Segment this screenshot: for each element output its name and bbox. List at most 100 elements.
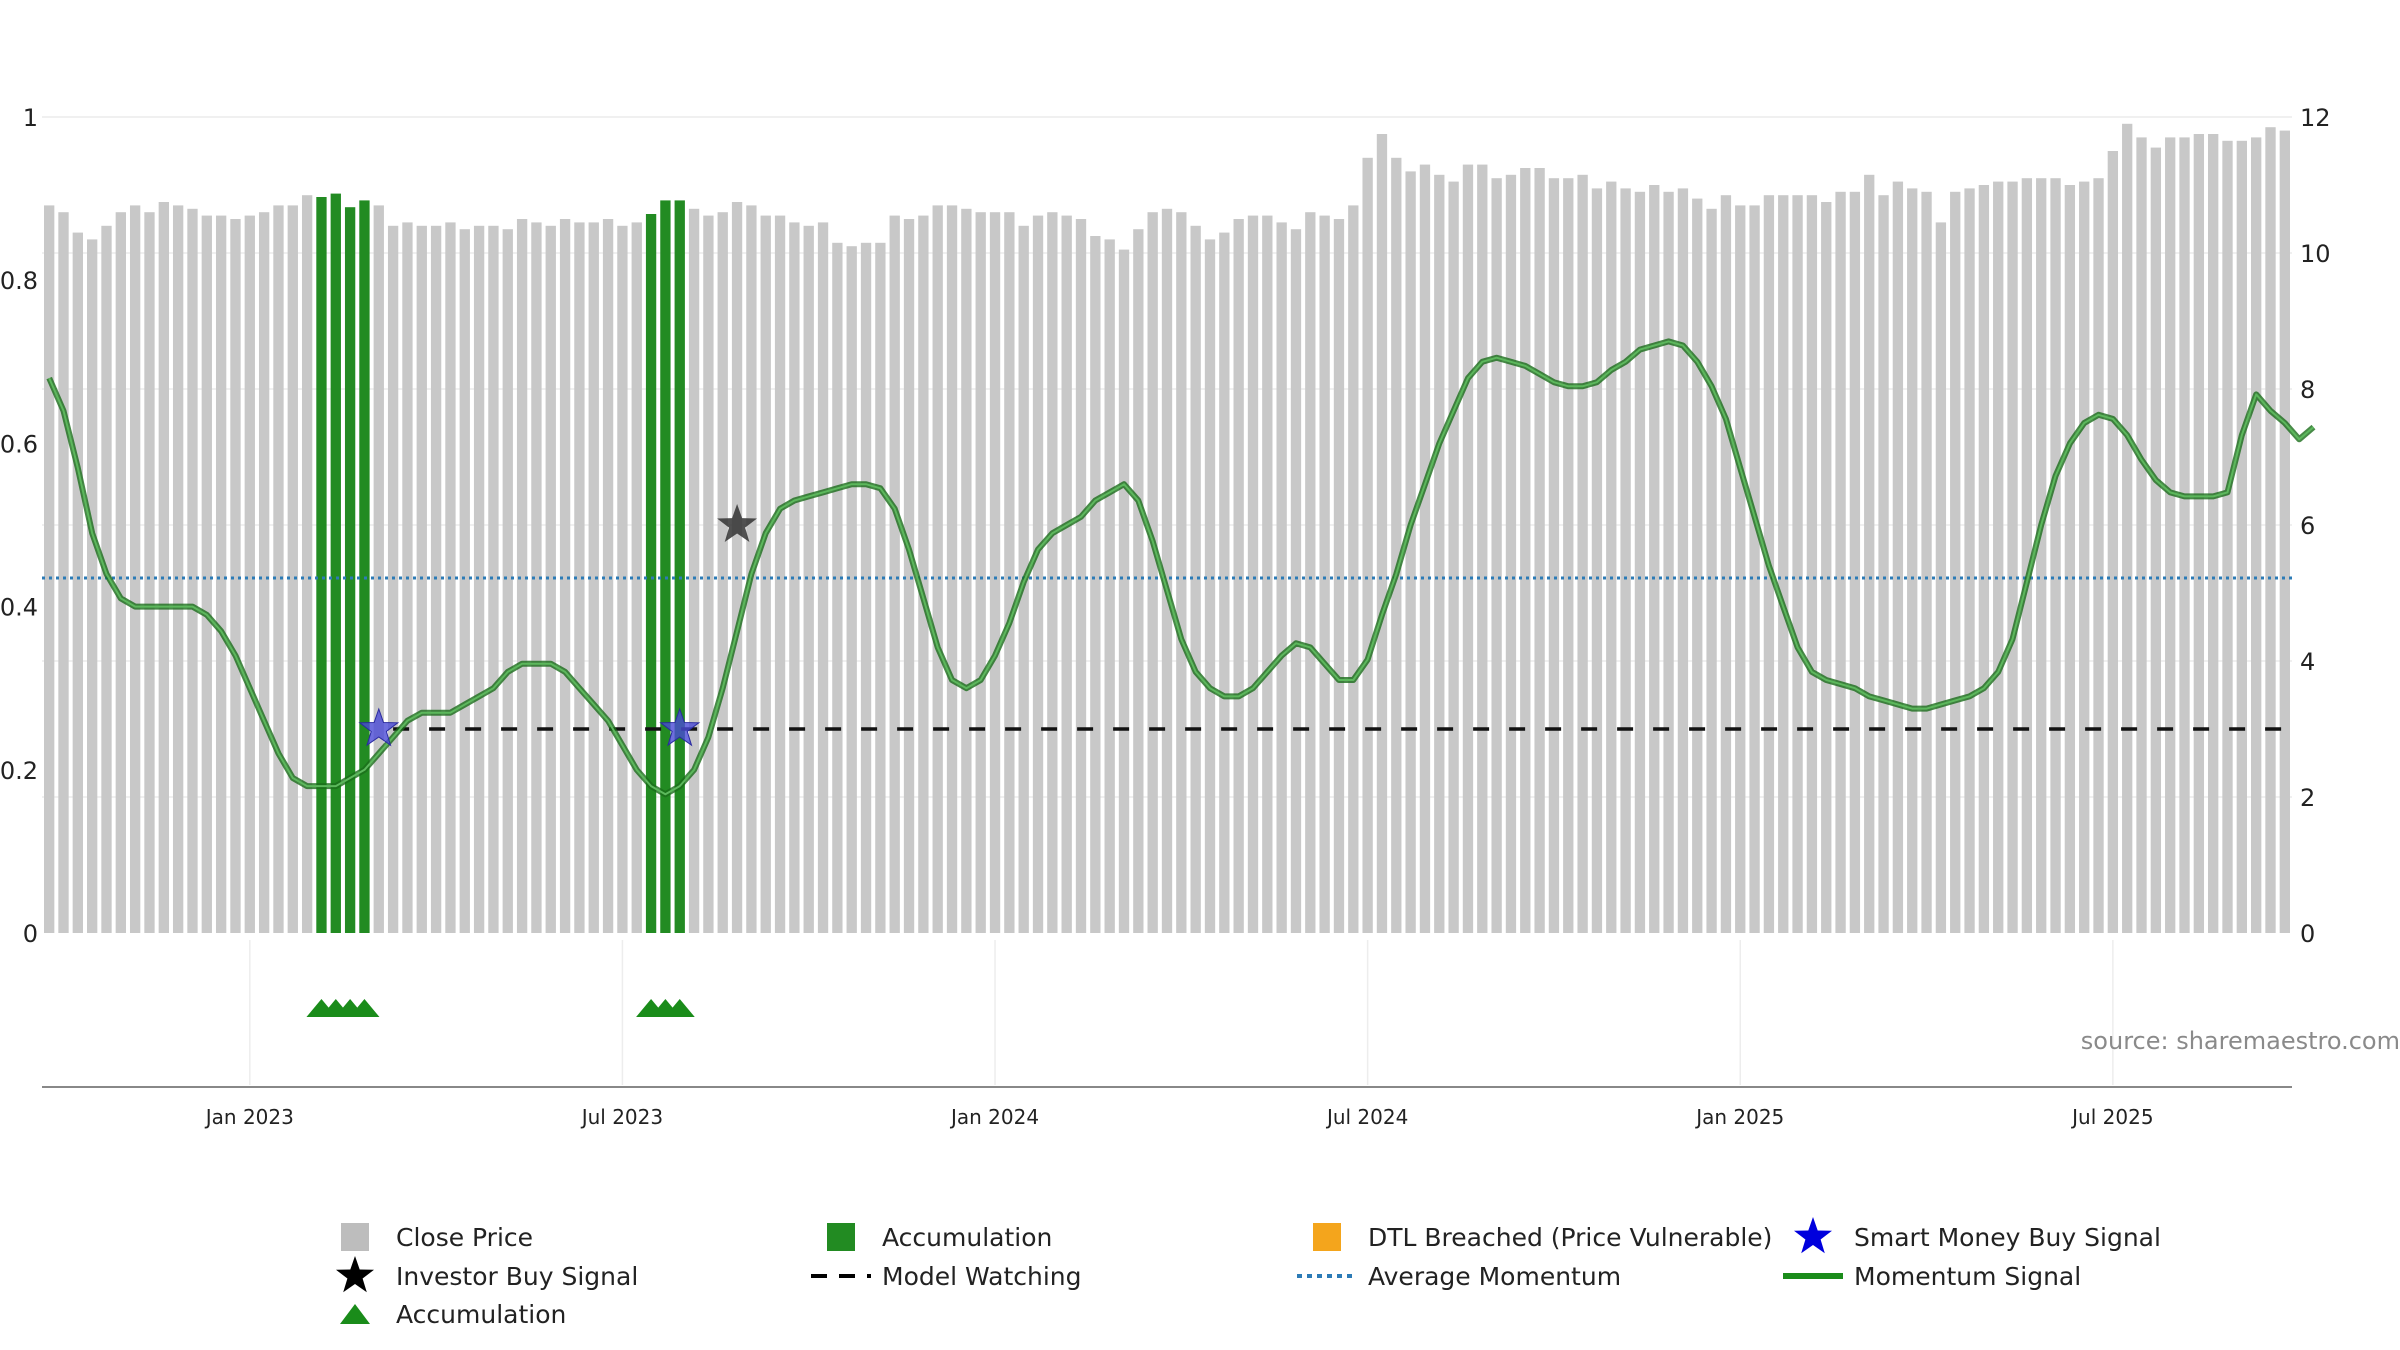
legend-label: Accumulation [882,1223,1052,1252]
investor-buy-star [717,504,757,542]
legend-label: Investor Buy Signal [396,1262,638,1291]
accumulation-bar [316,197,327,933]
close-price-bar [58,212,69,933]
close-price-bar [875,242,886,934]
close-price-bar [1133,229,1144,933]
close-price-bar [473,225,485,934]
close-price-bar [1505,174,1517,934]
close-price-bar [1950,191,1961,934]
x-axis-tick-label: Jan 2024 [949,1105,1039,1129]
close-price-bar [703,215,714,934]
right-axis-tick-label: 10 [2300,240,2331,268]
close-price-bar [2236,140,2247,934]
legend-label: Smart Money Buy Signal [1854,1223,2161,1252]
close-price-bar [44,205,55,933]
legend-swatch [827,1223,855,1251]
legend-item-avg: Average Momentum [1297,1262,1621,1291]
legend-item-watch: Model Watching [811,1262,1082,1291]
close-price-bar [946,205,958,933]
close-price-bar [1204,239,1216,933]
close-price-bar [1118,249,1130,934]
close-price-bar [2265,127,2276,933]
close-price-bar [2107,151,2119,933]
close-price-bar [230,219,241,933]
close-price-bar [1362,157,1373,934]
close-price-bar [1591,188,1603,933]
legend: Close Price Accumulation DTL Breached (Pri… [336,1217,2161,1329]
left-axis-tick-label: 0.2 [0,757,38,785]
close-price-bar [789,222,800,933]
close-price-bar [1964,188,1975,933]
close-price-bar [1907,188,1918,933]
close-price-bar [559,219,571,933]
close-price-bar [1477,164,1488,934]
accumulation-bar [359,200,370,933]
close-price-bar [201,215,212,934]
close-price-bar [774,215,786,934]
left-axis-tick-label: 0.8 [0,267,38,295]
close-price-bar [1491,178,1502,933]
close-price-bar [1806,195,1818,933]
close-price-bar [115,212,126,933]
close-price-bar [1792,195,1803,933]
close-price-bar [1190,225,1201,934]
close-price-bar [1333,219,1345,933]
close-price-bar [1735,205,1746,933]
close-price-bar [932,205,943,933]
legend-item-dtl: DTL Breached (Price Vulnerable) [1313,1223,1772,1252]
close-price-bar [2136,137,2147,933]
left-axis-tick-label: 0.4 [0,594,38,622]
close-price-bar [2050,178,2061,933]
close-price-bar [1563,178,1574,933]
close-price-bar [1892,181,1904,934]
close-price-bar [1849,191,1861,934]
smart-money-buy-star [358,707,400,747]
close-price-bar [1147,212,1158,933]
right-axis-tick-label: 8 [2300,376,2315,404]
legend-label: Model Watching [882,1262,1082,1291]
close-price-bar [1620,188,1631,933]
close-price-bar [72,232,83,934]
close-price-bar [889,215,900,934]
legend-label: Close Price [396,1223,533,1252]
accumulation-bar [330,193,341,934]
legend-item-accum_marker: Accumulation [340,1300,566,1329]
close-price-bar [129,205,141,933]
close-price-bar [631,222,642,933]
close-price-bar [2208,134,2219,933]
close-price-bar [2093,178,2104,933]
legend-item-investor: Investor Buy Signal [336,1256,638,1293]
close-price-bar [918,215,929,934]
accumulation-triangle [349,999,380,1017]
close-price-bar [803,225,814,934]
close-price-bar [731,202,743,933]
close-price-bar [258,212,270,933]
close-price-bar [574,222,585,933]
close-price-bar [1677,188,1689,933]
legend-label: DTL Breached (Price Vulnerable) [1368,1223,1772,1252]
close-price-bar [1075,219,1087,933]
close-price-bar [1004,212,1015,933]
close-price-bar [1878,195,1889,933]
legend-item-close: Close Price [341,1223,533,1252]
close-price-bar [860,242,872,934]
close-price-bar [1348,205,1359,933]
x-axis-tick-label: Jul 2025 [2070,1105,2153,1129]
close-price-bar [1778,195,1789,933]
close-price-bar [373,205,384,933]
close-price-bar [1835,191,1846,934]
close-price-bar [215,215,227,934]
close-price-bar [1606,181,1617,934]
close-price-bar [1434,174,1445,934]
close-price-bar [2279,130,2290,934]
legend-label: Momentum Signal [1854,1262,2081,1291]
close-price-bar [1419,164,1431,934]
close-price-bar [688,208,700,934]
close-price-bar [1247,215,1259,934]
close-price-bar [1821,202,1832,933]
close-price-bar [1061,215,1072,934]
close-price-bar [459,229,470,933]
close-price-bar [187,208,198,934]
